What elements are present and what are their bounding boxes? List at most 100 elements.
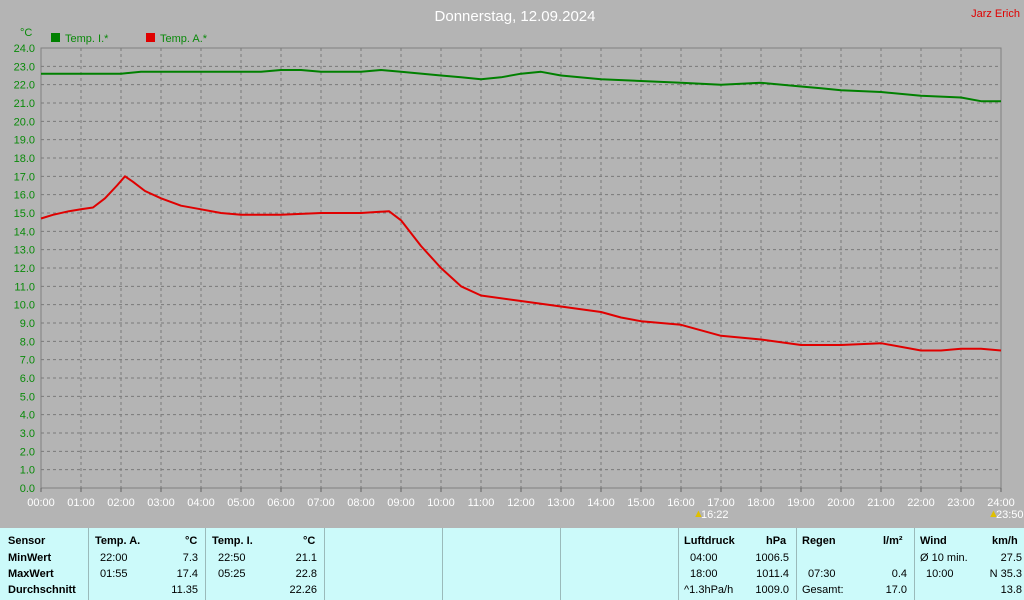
x-tick-label: 12:00: [507, 497, 535, 509]
row-label-min: MinWert: [8, 552, 52, 564]
grid-lines: [41, 48, 1001, 488]
y-tick-label: 23.0: [14, 61, 35, 73]
x-tick-label: 06:00: [267, 497, 295, 509]
x-tick-label: 00:00: [27, 497, 55, 509]
pressure-header: Luftdruck: [684, 535, 735, 547]
x-axis-ticks: 00:00 01:00 02:00 03:00 04:00 05:00 06:00 07:00…: [27, 488, 1015, 509]
y-axis-ticks: 0.0 1.0 2.0 3.0 4.0 5.0 6.0 7.0 8.0 9.0 10.0 11.0 12…: [14, 43, 35, 495]
temp-a-max-value: 17.4: [176, 568, 198, 580]
x-tick-label: 14:00: [587, 497, 615, 509]
temp-i-min-time: 22:50: [218, 552, 246, 564]
legend-swatch-temp-i: [51, 33, 60, 42]
temp-i-max-time: 05:25: [218, 568, 246, 580]
wind-header: Wind: [920, 535, 947, 547]
x-tick-label: 05:00: [227, 497, 255, 509]
y-tick-label: 10.0: [14, 300, 35, 312]
x-tick-label: 07:00: [307, 497, 335, 509]
row-label-avg: Durchschnitt: [8, 584, 76, 596]
x-tick-label: 15:00: [627, 497, 655, 509]
rain-header: Regen: [802, 535, 836, 547]
temp-a-min-time: 22:00: [100, 552, 128, 564]
rain-max-value: 0.4: [891, 568, 907, 580]
temp-i-header: Temp. I.: [212, 535, 253, 547]
legend-label-temp-i: Temp. I.*: [65, 33, 109, 45]
x-tick-label: 17:00: [707, 497, 735, 509]
temp-i-max-value: 22.8: [295, 568, 317, 580]
y-tick-label: 22.0: [14, 80, 35, 92]
temp-i-min-value: 21.1: [295, 552, 317, 564]
x-tick-label: 10:00: [427, 497, 455, 509]
wind-avg10-value: 27.5: [1000, 552, 1022, 564]
wind-max-time: 10:00: [926, 568, 954, 580]
legend-label-temp-a: Temp. A.*: [160, 33, 208, 45]
y-tick-label: 24.0: [14, 43, 35, 55]
x-tick-label: 11:00: [468, 497, 495, 509]
rain-total: 17.0: [885, 584, 907, 596]
y-tick-label: 16.0: [14, 190, 35, 202]
temp-a-unit: °C: [185, 535, 198, 547]
wind-average: 13.8: [1000, 584, 1022, 596]
series-line-temp-i: [41, 69, 1001, 103]
x-tick-label: 08:00: [347, 497, 375, 509]
y-tick-label: 14.0: [14, 226, 35, 238]
rain-max-time: 07:30: [808, 568, 836, 580]
x-tick-label: 23:00: [947, 497, 975, 509]
x-tick-label: 16:00: [667, 497, 695, 509]
y-tick-label: 20.0: [14, 116, 35, 128]
y-tick-label: 9.0: [20, 318, 35, 330]
series-line-temp-a: [40, 175, 1002, 352]
pressure-max-value: 1011.4: [756, 568, 789, 580]
y-tick-label: 19.0: [14, 135, 35, 147]
pressure-unit: hPa: [766, 535, 787, 547]
rain-unit: l/m²: [883, 535, 903, 547]
legend-swatch-temp-a: [146, 33, 155, 42]
y-tick-label: 12.0: [14, 263, 35, 275]
sensor-header: Sensor: [8, 535, 46, 547]
y-tick-label: 3.0: [20, 428, 35, 440]
author-label: Jarz Erich: [971, 8, 1020, 20]
wind-unit: km/h: [992, 535, 1018, 547]
row-label-max: MaxWert: [8, 568, 54, 580]
time-marker-2: ▲ 23:50: [988, 508, 1024, 521]
y-tick-label: 2.0: [20, 446, 35, 458]
time-marker-1: ▲ 16:22: [693, 508, 729, 521]
x-tick-label: 04:00: [187, 497, 215, 509]
y-tick-label: 0.0: [20, 483, 35, 495]
pressure-trend: ^1.3hPa/h: [684, 584, 734, 596]
series-lines: [40, 69, 1002, 352]
y-unit-label: °C: [20, 27, 32, 39]
y-tick-label: 13.0: [14, 245, 35, 257]
x-tick-label: 20:00: [827, 497, 855, 509]
pressure-average: 1009.0: [755, 584, 789, 596]
x-tick-label: 21:00: [867, 497, 895, 509]
x-tick-label: 03:00: [147, 497, 175, 509]
temp-a-min-value: 7.3: [182, 552, 198, 564]
x-tick-label: 19:00: [787, 497, 815, 509]
x-tick-label: 18:00: [747, 497, 775, 509]
y-tick-label: 1.0: [20, 465, 35, 477]
y-tick-label: 6.0: [20, 373, 35, 385]
wind-max-value: N 35.3: [989, 568, 1022, 580]
statistics-panel: Sensor MinWert MaxWert Durchschnitt Temp…: [0, 528, 1024, 600]
y-tick-label: 17.0: [14, 171, 35, 183]
chart-title: Donnerstag, 12.09.2024: [435, 8, 596, 25]
wind-avg10-label: Ø 10 min.: [920, 552, 968, 564]
y-tick-label: 7.0: [20, 355, 35, 367]
y-tick-label: 21.0: [14, 98, 35, 110]
x-tick-label: 09:00: [387, 497, 415, 509]
temp-i-average: 22.26: [289, 584, 317, 596]
y-tick-label: 15.0: [14, 208, 35, 220]
legend: Temp. I.* Temp. A.*: [51, 33, 208, 45]
y-tick-label: 5.0: [20, 391, 35, 403]
pressure-max-time: 18:00: [690, 568, 718, 580]
time-marker-1-label: 16:22: [701, 509, 729, 521]
temp-a-header: Temp. A.: [95, 535, 141, 547]
x-tick-label: 22:00: [907, 497, 935, 509]
warning-icon: ▲: [988, 508, 999, 520]
y-tick-label: 4.0: [20, 410, 35, 422]
y-tick-label: 11.0: [14, 281, 35, 293]
temp-a-average: 11.35: [171, 584, 198, 596]
x-tick-label: 01:00: [67, 497, 95, 509]
temp-a-max-time: 01:55: [100, 568, 128, 580]
y-tick-label: 18.0: [14, 153, 35, 165]
